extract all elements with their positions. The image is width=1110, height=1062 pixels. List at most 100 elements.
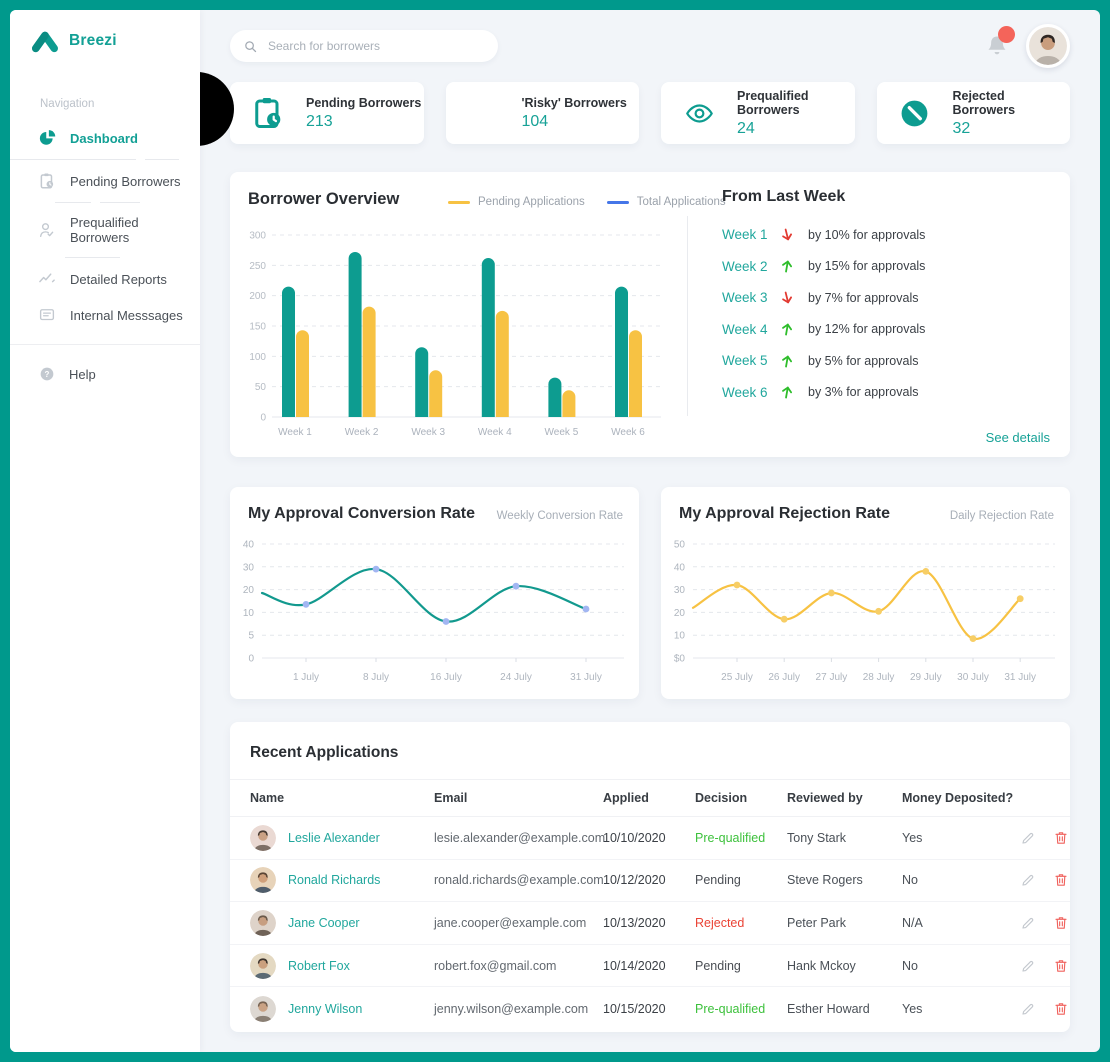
edit-icon[interactable] <box>1020 958 1036 974</box>
stat-card-pending-borrowers[interactable]: Pending Borrowers 213 <box>230 82 424 144</box>
delete-icon[interactable] <box>1053 915 1069 931</box>
svg-text:40: 40 <box>243 540 255 551</box>
decision-status: Pre-qualified <box>695 830 766 845</box>
divider <box>10 202 200 203</box>
edit-icon[interactable] <box>1020 915 1036 931</box>
charts-row: My Approval Conversion Rate Weekly Conve… <box>230 487 1070 699</box>
rejection-rate-chart: $0 10 20 30 40 50 25 July 26 July 27 July 28 July… <box>665 533 1070 698</box>
week-change-text: by 10% for approvals <box>808 227 926 242</box>
search-bar[interactable] <box>230 30 498 62</box>
borrower-email: jenny.wilson@example.com <box>434 1001 589 1016</box>
week-change-row: Week 3 by 7% for approvals <box>722 282 1054 314</box>
conversion-rate-title: My Approval Conversion Rate <box>248 505 476 522</box>
block-icon <box>897 95 933 131</box>
sidebar-item-internal-messsages[interactable]: Internal Messsages <box>10 297 200 333</box>
brand-name: Breezi <box>69 32 117 49</box>
column-header: Decision <box>695 791 748 805</box>
svg-text:300: 300 <box>249 231 266 242</box>
borrower-email: jane.cooper@example.com <box>434 915 587 930</box>
week-label: Week 2 <box>722 258 768 274</box>
clipboard-clock-icon <box>38 172 56 190</box>
applied-date: 10/13/2020 <box>603 915 666 930</box>
edit-icon[interactable] <box>1020 872 1036 888</box>
notification-bell-icon[interactable] <box>984 26 1015 59</box>
stat-card--risky-borrowers[interactable]: 'Risky' Borrowers 104 <box>445 82 639 144</box>
week-label: Week 1 <box>722 227 768 243</box>
borrower-name-link[interactable]: Ronald Richards <box>288 873 381 888</box>
borrower-name-link[interactable]: Robert Fox <box>288 958 350 973</box>
svg-text:10: 10 <box>674 631 686 642</box>
conversion-rate-card: My Approval Conversion Rate Weekly Conve… <box>230 487 639 699</box>
svg-text:10: 10 <box>243 608 255 619</box>
svg-text:100: 100 <box>249 352 266 363</box>
svg-text:31 July: 31 July <box>570 672 602 683</box>
applied-date: 10/15/2020 <box>603 1001 666 1016</box>
stat-card-prequalified-borrowers[interactable]: Prequalified Borrowers 24 <box>661 82 855 144</box>
arrow-up-icon <box>777 256 798 277</box>
stat-cards-row: Pending Borrowers 213 'Risky' Borrowers … <box>230 82 1070 144</box>
legend-item: Pending Applications <box>448 196 585 208</box>
borrower-avatar <box>250 952 276 979</box>
week-change-row: Week 2 by 15% for approvals <box>722 251 1054 283</box>
sidebar-item-help[interactable]: ? Help <box>10 356 200 392</box>
sidebar-item-dashboard[interactable]: Dashboard <box>10 120 200 156</box>
svg-text:Week 1: Week 1 <box>278 427 312 438</box>
borrower-name-link[interactable]: Leslie Alexander <box>288 830 380 845</box>
delete-icon[interactable] <box>1053 872 1069 888</box>
stat-label: Pending Borrowers <box>306 95 422 110</box>
svg-text:?: ? <box>45 370 50 379</box>
svg-text:50: 50 <box>255 382 267 393</box>
edit-icon[interactable] <box>1020 830 1036 846</box>
legend-item: Total Applications <box>606 196 726 208</box>
delete-icon[interactable] <box>1053 958 1069 974</box>
borrower-name-link[interactable]: Jane Cooper <box>288 915 360 930</box>
from-last-week-panel: From Last Week Week 1 by 10% for approva… <box>722 188 1054 445</box>
svg-text:20: 20 <box>674 608 686 619</box>
table-row: Jane Cooper jane.cooper@example.com 10/1… <box>230 902 1070 945</box>
stat-label: Prequalified Borrowers <box>737 88 809 117</box>
week-change-row: Week 4 by 12% for approvals <box>722 314 1054 346</box>
table-row: Robert Fox robert.fox@gmail.com 10/14/20… <box>230 945 1070 988</box>
no-icon <box>466 95 502 131</box>
trend-line-icon <box>38 270 56 288</box>
user-avatar[interactable] <box>1026 24 1070 68</box>
week-change-text: by 3% for approvals <box>808 385 919 400</box>
borrower-name-link[interactable]: Jenny Wilson <box>288 1001 363 1016</box>
arrow-down-icon <box>776 287 798 309</box>
borrower-avatar <box>250 867 276 894</box>
arrow-up-icon <box>777 319 798 340</box>
table-row: Leslie Alexander lesie.alexander@example… <box>230 817 1070 860</box>
borrower-overview-chart: 0 50 100 150 200 250 300 Week 1 Week 2 Week 3 Week… <box>236 220 676 450</box>
stat-card-rejected-borrowers[interactable]: Rejected Borrowers 32 <box>876 82 1070 144</box>
money-deposited: Yes <box>902 830 923 845</box>
main-content: Pending Borrowers 213 'Risky' Borrowers … <box>200 10 1100 1052</box>
arrow-down-icon <box>776 224 798 246</box>
rejection-rate-card: My Approval Rejection Rate Daily Rejecti… <box>661 487 1070 699</box>
svg-text:$0: $0 <box>674 654 686 665</box>
delete-icon[interactable] <box>1053 830 1069 846</box>
sidebar-item-detailed-reports[interactable]: Detailed Reports <box>10 261 200 297</box>
nav-section-label: Navigation <box>40 98 95 110</box>
overview-title: Borrower Overview <box>248 190 400 208</box>
delete-icon[interactable] <box>1053 1001 1069 1017</box>
edit-icon[interactable] <box>1020 1001 1036 1017</box>
sidebar-item-prequalified-borrowers[interactable]: Prequalified Borrowers <box>10 206 200 254</box>
table-row: Jenny Wilson jenny.wilson@example.com 10… <box>230 987 1070 1030</box>
borrower-email: ronald.richards@example.com <box>434 873 604 888</box>
see-details-link[interactable]: See details <box>985 430 1050 445</box>
week-change-text: by 7% for approvals <box>808 290 919 305</box>
search-input[interactable] <box>266 38 485 54</box>
sidebar-nav: Dashboard Pending Borrowers Prequalified… <box>10 120 200 392</box>
svg-text:30: 30 <box>243 562 255 573</box>
stat-value: 104 <box>521 112 549 130</box>
borrower-email: robert.fox@gmail.com <box>434 958 557 973</box>
user-check-icon <box>38 221 56 239</box>
conversion-rate-subtitle: Weekly Conversion Rate <box>496 510 623 522</box>
pie-chart-icon <box>38 129 56 147</box>
svg-text:Week 2: Week 2 <box>345 427 379 438</box>
borrower-avatar <box>250 909 276 936</box>
stat-label: Rejected Borrowers <box>952 88 1016 117</box>
sidebar-item-pending-borrowers[interactable]: Pending Borrowers <box>10 163 200 199</box>
app-window: Breezi Navigation Dashboard Pending Borr… <box>10 10 1100 1052</box>
week-change-row: Week 5 by 5% for approvals <box>722 345 1054 377</box>
